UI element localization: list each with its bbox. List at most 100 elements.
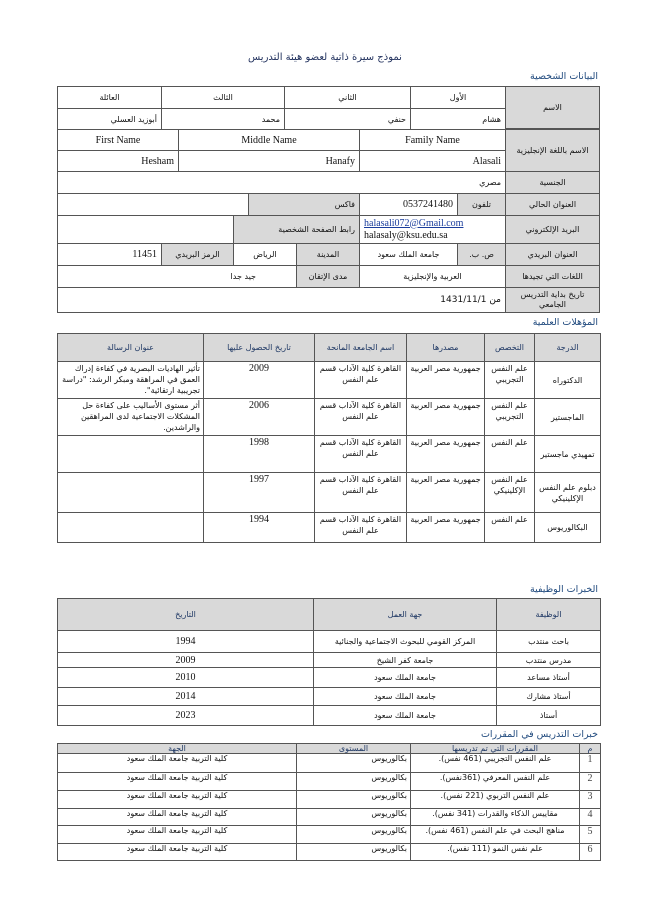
table-cell: البكالوريوس <box>534 512 601 543</box>
column-header: جهة العمل <box>313 598 497 631</box>
table-cell: القاهرة كلية الآداب قسم علم النفس <box>314 512 407 543</box>
table-row: 4 مقاييس الذكاء والقدرات (341 نفس). بكالور… <box>57 808 601 826</box>
table-cell: بكالوريوس <box>296 753 411 773</box>
name-family-value: أبوزيد العسلي <box>57 108 162 130</box>
english-header-family: Family Name <box>359 129 506 151</box>
english-middle-value: Hanafy <box>178 150 360 172</box>
table-row: 5 مناهج البحث في علم النفس (461 نفس). بكال… <box>57 825 601 844</box>
table-cell: المركز القومي للبحوث الاجتماعية والجنائي… <box>313 630 497 653</box>
email-label: البريد الإلكتروني <box>505 215 600 244</box>
table-cell: بكالوريوس <box>296 772 411 791</box>
table-cell: جمهورية مصر العربية <box>406 512 485 543</box>
table-row: البكالوريوس علم النفس جمهورية مصر العربية ا… <box>57 512 601 543</box>
table-row: 3 علم النفس التربوي (221 نفس). بكالوريوس كل… <box>57 790 601 809</box>
table-cell: الدكتوراه <box>534 361 601 399</box>
table-cell: 2006 <box>203 398 315 436</box>
table-cell: أستاذ مشارك <box>496 687 601 706</box>
name-second-value: حنفي <box>284 108 411 130</box>
table-cell: بكالوريوس <box>296 825 411 844</box>
table-cell <box>57 472 204 513</box>
table-cell: 1994 <box>203 512 315 543</box>
table-cell: القاهرة كلية الآداب قسم علم النفس <box>314 398 407 436</box>
table-cell: 6 <box>579 843 601 861</box>
email-values: halasali072@Gmail.com halasaly@ksu.edu.s… <box>359 215 506 244</box>
table-cell: علم النفس التربوي (221 نفس). <box>410 790 580 809</box>
languages-value: العربية والإنجليزية <box>359 265 506 288</box>
table-cell: كلية التربية جامعة الملك سعود <box>57 825 297 844</box>
table-cell: 1998 <box>203 435 315 473</box>
table-cell: 2009 <box>57 652 314 668</box>
column-header: عنوان الرسالة <box>57 333 204 362</box>
column-header: المستوى <box>296 743 411 754</box>
english-family-value: Alasali <box>359 150 506 172</box>
table-cell: كلية التربية جامعة الملك سعود <box>57 843 297 861</box>
pobox-label: ص. ب. <box>457 243 506 266</box>
table-cell: جمهورية مصر العربية <box>406 398 485 436</box>
zip-value: 11451 <box>57 243 162 266</box>
table-cell: كلية التربية جامعة الملك سعود <box>57 772 297 791</box>
header-row: الدرجة التخصص مصدرها اسم الجامعة المانحة تار… <box>57 333 601 362</box>
table-cell <box>57 435 204 473</box>
languages-label: اللغات التي تجيدها <box>505 265 600 288</box>
column-header: المقررات التي تم تدريسها <box>410 743 580 754</box>
phone-label: تلفون <box>457 193 506 216</box>
pobox-value: جامعة الملك سعود <box>359 243 458 266</box>
english-header-middle: Middle Name <box>178 129 360 151</box>
table-cell: القاهرة كلية الآداب قسم علم النفس <box>314 361 407 399</box>
table-cell: جامعة الملك سعود <box>313 687 497 706</box>
experience-table: الوظيفة جهة العمل التاريخ باحث منتدب المركز … <box>57 598 601 726</box>
table-row: 2 علم النفس المعرفي (361نفس). بكالوريوس كلي… <box>57 772 601 791</box>
column-header: مصدرها <box>406 333 485 362</box>
fax-value <box>57 193 249 216</box>
personal-section-title: البيانات الشخصية <box>529 71 598 82</box>
table-cell <box>57 512 204 543</box>
column-header: تاريخ الحصول عليها <box>203 333 315 362</box>
postal-label: العنوان البريدي <box>505 243 600 266</box>
table-cell: 2 <box>579 772 601 791</box>
table-row: أستاذ جامعة الملك سعود 2023 <box>57 705 601 726</box>
zip-label: الرمز البريدي <box>161 243 234 266</box>
table-row: أستاذ مشارك جامعة الملك سعود 2014 <box>57 687 601 706</box>
city-value: الرياض <box>233 243 297 266</box>
email-ksu: halasaly@ksu.edu.sa <box>364 229 448 241</box>
table-row: أستاذ مساعد جامعة الملك سعود 2010 <box>57 667 601 688</box>
phone-value: 0537241480 <box>359 193 458 216</box>
table-cell: مدرس منتدب <box>496 652 601 668</box>
name-header-family: العائلة <box>57 86 162 109</box>
table-cell: الماجستير <box>534 398 601 436</box>
courses-section-title: خبرات التدريس في المقررات <box>480 729 598 740</box>
table-cell: 1994 <box>57 630 314 653</box>
table-cell: 3 <box>579 790 601 809</box>
email-link-gmail[interactable]: halasali072@Gmail.com <box>364 217 464 229</box>
nationality-label: الجنسية <box>505 171 600 194</box>
table-cell: جمهورية مصر العربية <box>406 361 485 399</box>
courses-table: م المقررات التي تم تدريسها المستوى الجهة 1 عل… <box>57 743 601 861</box>
page-title: نموذج سيرة ذاتية لعضو هيئة التدريس <box>248 52 402 63</box>
table-cell: علم النفس <box>484 512 535 543</box>
table-cell: جامعة الملك سعود <box>313 667 497 688</box>
header-row: م المقررات التي تم تدريسها المستوى الجهة <box>57 743 601 754</box>
table-row: 6 علم نفس النمو (111 نفس). بكالوريوس كلية ا… <box>57 843 601 861</box>
table-row: مدرس منتدب جامعة كفر الشيخ 2009 <box>57 652 601 668</box>
qualifications-section-title: المؤهلات العلمية <box>532 317 598 328</box>
table-cell: 4 <box>579 808 601 826</box>
table-cell: 2010 <box>57 667 314 688</box>
homepage-label: رابط الصفحة الشخصية <box>233 215 360 244</box>
table-cell: 5 <box>579 825 601 844</box>
table-cell: كلية التربية جامعة الملك سعود <box>57 790 297 809</box>
table-cell: كلية التربية جامعة الملك سعود <box>57 808 297 826</box>
table-cell: بكالوريوس <box>296 808 411 826</box>
table-cell: دبلوم علم النفس الإكلينيكي <box>534 472 601 513</box>
table-cell: جامعة كفر الشيخ <box>313 652 497 668</box>
table-cell: 2009 <box>203 361 315 399</box>
table-row: 1 علم النفس التجريبي (461 نفس). بكالوريوس ك… <box>57 753 601 773</box>
table-cell: مناهج البحث في علم النفس (461 نفس). <box>410 825 580 844</box>
table-cell: جمهورية مصر العربية <box>406 472 485 513</box>
table-cell: 2023 <box>57 705 314 726</box>
city-label: المدينة <box>296 243 360 266</box>
header-row: الوظيفة جهة العمل التاريخ <box>57 598 601 631</box>
table-row: باحث منتدب المركز القومي للبحوث الاجتماعي… <box>57 630 601 653</box>
table-cell: أستاذ مساعد <box>496 667 601 688</box>
english-name-label: الاسم باللغة الإنجليزية <box>505 129 600 172</box>
table-cell: علم النفس الإكلينيكي <box>484 472 535 513</box>
